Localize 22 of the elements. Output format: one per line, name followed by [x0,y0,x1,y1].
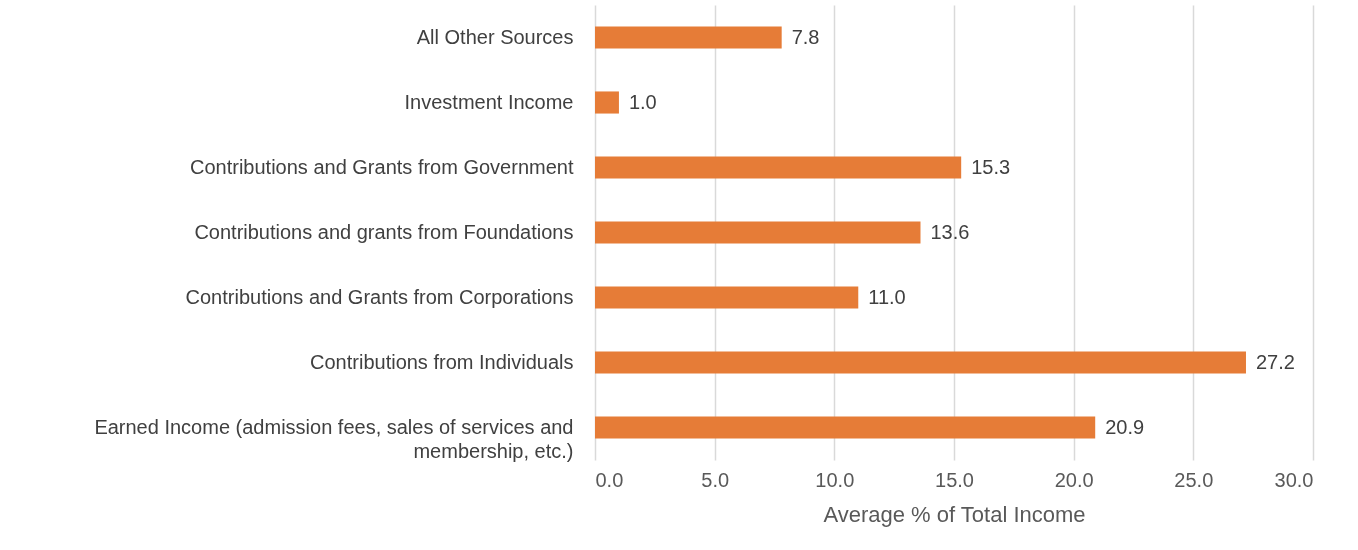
y-tick-label: Contributions and Grants from Government [189,155,574,178]
y-tick-label: Investment Income [404,90,574,113]
x-tick-label: 30.0 [1274,468,1314,491]
data-label: 13.6 [930,220,970,243]
y-tick-label: All Other Sources [416,25,574,48]
y-tick-label: Contributions and grants from Foundations [194,220,574,243]
data-label: 11.0 [868,285,906,308]
y-tick-label: Contributions and Grants from Corporations [185,285,574,308]
x-tick-label: 0.0 [595,468,624,491]
data-label: 1.0 [628,90,657,113]
data-label: 27.2 [1255,350,1295,373]
x-axis-title: Average % of Total Income [823,501,1086,527]
data-label: 20.9 [1105,415,1145,438]
x-tick-label: 25.0 [1174,468,1214,491]
data-label: 15.3 [971,155,1011,178]
data-label: 7.8 [791,25,820,48]
x-tick-label: 20.0 [1054,468,1094,491]
x-tick-label: 10.0 [815,468,855,491]
y-tick-label: Earned Income (admission fees, sales of services and membership, etc.) [94,415,574,462]
x-tick-label: 5.0 [701,468,730,491]
y-tick-label: Contributions from Individuals [310,350,574,373]
x-tick-label: 15.0 [935,468,974,491]
